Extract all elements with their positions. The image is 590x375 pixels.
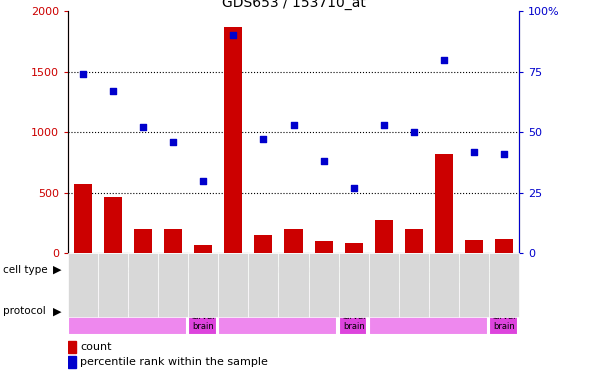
Bar [345,243,363,253]
FancyBboxPatch shape [68,256,217,284]
Text: protocol: protocol [3,306,45,316]
Point [109,88,118,94]
FancyBboxPatch shape [218,288,337,334]
Text: embryo cell culture: embryo cell culture [388,307,470,316]
Bar [254,235,273,253]
Text: dissoo
ated
larval
brain: dissoo ated larval brain [340,291,367,332]
Text: percentile rank within the sample: percentile rank within the sample [80,357,268,367]
Bar [314,241,333,253]
Point [470,148,479,154]
Bar [435,154,453,253]
Text: cholinergic neurons: cholinergic neurons [91,265,195,275]
Bar [134,229,152,253]
Text: embryo cell culture: embryo cell culture [87,307,169,316]
Point [138,124,148,130]
Bar [104,198,122,253]
Text: dissoo
ated
larval
brain: dissoo ated larval brain [491,291,517,332]
FancyBboxPatch shape [369,288,487,334]
Bar [74,184,92,253]
FancyBboxPatch shape [188,288,217,334]
Bar [68,341,76,352]
Bar [164,229,182,253]
Text: ▶: ▶ [54,265,62,275]
Text: embryo cell culture: embryo cell culture [238,307,319,316]
Point [499,151,509,157]
Point [439,57,449,63]
Point [169,139,178,145]
Bar [495,239,513,253]
FancyBboxPatch shape [369,256,517,284]
Bar [405,229,423,253]
Point [289,122,298,128]
Text: cholinergic/Gad1 negative: cholinergic/Gad1 negative [375,265,513,275]
Text: count: count [80,342,112,352]
Point [379,122,388,128]
Title: GDS653 / 153710_at: GDS653 / 153710_at [222,0,365,10]
Bar [465,240,483,253]
Bar [375,220,393,253]
Text: cell type: cell type [3,265,48,275]
FancyBboxPatch shape [489,288,517,334]
FancyBboxPatch shape [339,288,367,334]
Point [409,129,419,135]
Bar [194,244,212,253]
Bar [68,356,76,368]
Text: Gad1 expressing neurons: Gad1 expressing neurons [227,265,360,275]
Text: ▶: ▶ [54,306,62,316]
FancyBboxPatch shape [218,256,367,284]
Bar [224,27,242,253]
Point [349,185,359,191]
Point [228,33,238,39]
Text: dissoo
ated
larval
brain: dissoo ated larval brain [190,291,217,332]
FancyBboxPatch shape [68,288,186,334]
Point [258,136,268,142]
Point [78,71,88,77]
Point [319,158,328,164]
Point [198,178,208,184]
Bar [284,229,303,253]
